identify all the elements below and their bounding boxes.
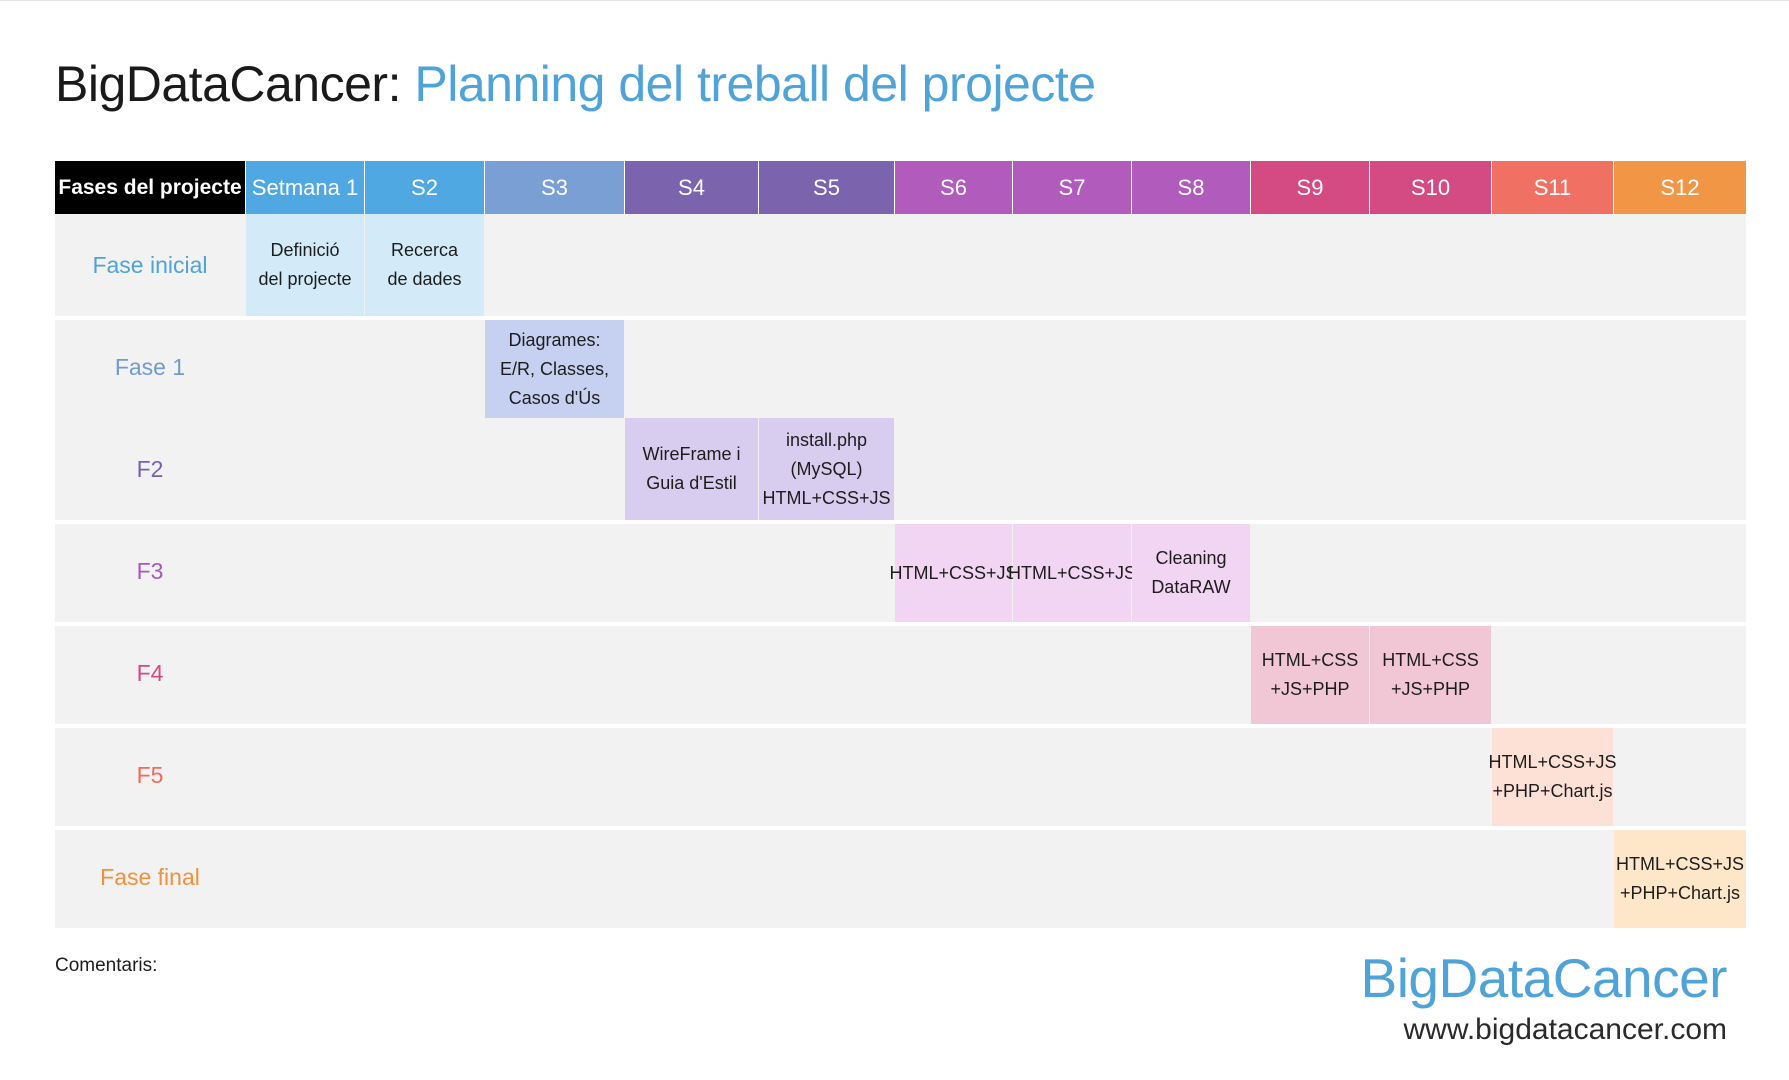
task-cell: Diagrames: E/R, Classes, Casos d'Ús — [485, 316, 624, 418]
header-phases: Fases del projecte — [55, 161, 245, 214]
phase-label-5: F4 — [136, 659, 164, 686]
task-cell: HTML+CSS +JS+PHP — [1370, 622, 1491, 724]
phase-label-4: F3 — [136, 557, 164, 584]
page-title: BigDataCancer: Planning del treball del … — [55, 52, 1096, 116]
task-cell: Recerca de dades — [365, 214, 484, 316]
title-prefix: BigDataCancer: — [55, 56, 401, 112]
website-url[interactable]: www.bigdatacancer.com — [1403, 1013, 1728, 1046]
task-cell: HTML+CSS+JS +PHP+Chart.js — [1488, 724, 1617, 826]
header-week-12: S12 — [1614, 161, 1746, 214]
task-cell: HTML+CSS+JS +PHP+Chart.js — [1614, 826, 1746, 928]
task-cell: install.php (MySQL) HTML+CSS+JS — [759, 418, 894, 520]
task-cell: Definició del projecte — [246, 214, 364, 316]
header-week-6: S6 — [895, 161, 1012, 214]
planning-table: Fases del projecte Setmana 1 S2 S3 S4 S5 S6 S7… — [55, 161, 1746, 928]
header-week-8: S8 — [1132, 161, 1250, 214]
header-week-11: S11 — [1492, 161, 1613, 214]
header-week-9: S9 — [1251, 161, 1369, 214]
task-cell: HTML+CSS+JS — [1008, 520, 1136, 622]
task-cell: Cleaning DataRAW — [1132, 520, 1250, 622]
phase-label-6: F5 — [136, 761, 164, 788]
comments-label: Comentaris: — [55, 955, 158, 976]
task-cell: HTML+CSS+JS — [889, 520, 1018, 622]
header-week-7: S7 — [1013, 161, 1131, 214]
header-week-3: S3 — [485, 161, 624, 214]
phase-row-background — [55, 622, 1746, 724]
title-main: Planning del treball del projecte — [414, 56, 1096, 112]
task-cell: WireFrame i Guia d'Estil — [625, 418, 758, 520]
header-week-4: S4 — [625, 161, 758, 214]
phase-row-background — [55, 724, 1746, 826]
header-week-2: S2 — [365, 161, 484, 214]
phase-label-1: Fase inicial — [92, 251, 208, 278]
header-week-10: S10 — [1370, 161, 1491, 214]
brand-logo-text: BigDataCancer — [1360, 947, 1728, 1009]
phase-row-background — [55, 316, 1746, 418]
header-week-1: Setmana 1 — [246, 161, 364, 214]
phase-label-3: F2 — [136, 455, 164, 482]
top-border-line — [0, 0, 1789, 1]
phase-label-2: Fase 1 — [114, 353, 186, 380]
phase-row-background — [55, 826, 1746, 928]
task-cell: HTML+CSS +JS+PHP — [1251, 622, 1369, 724]
phase-label-7: Fase final — [100, 863, 200, 890]
header-week-5: S5 — [759, 161, 894, 214]
phase-row-background — [55, 418, 1746, 520]
